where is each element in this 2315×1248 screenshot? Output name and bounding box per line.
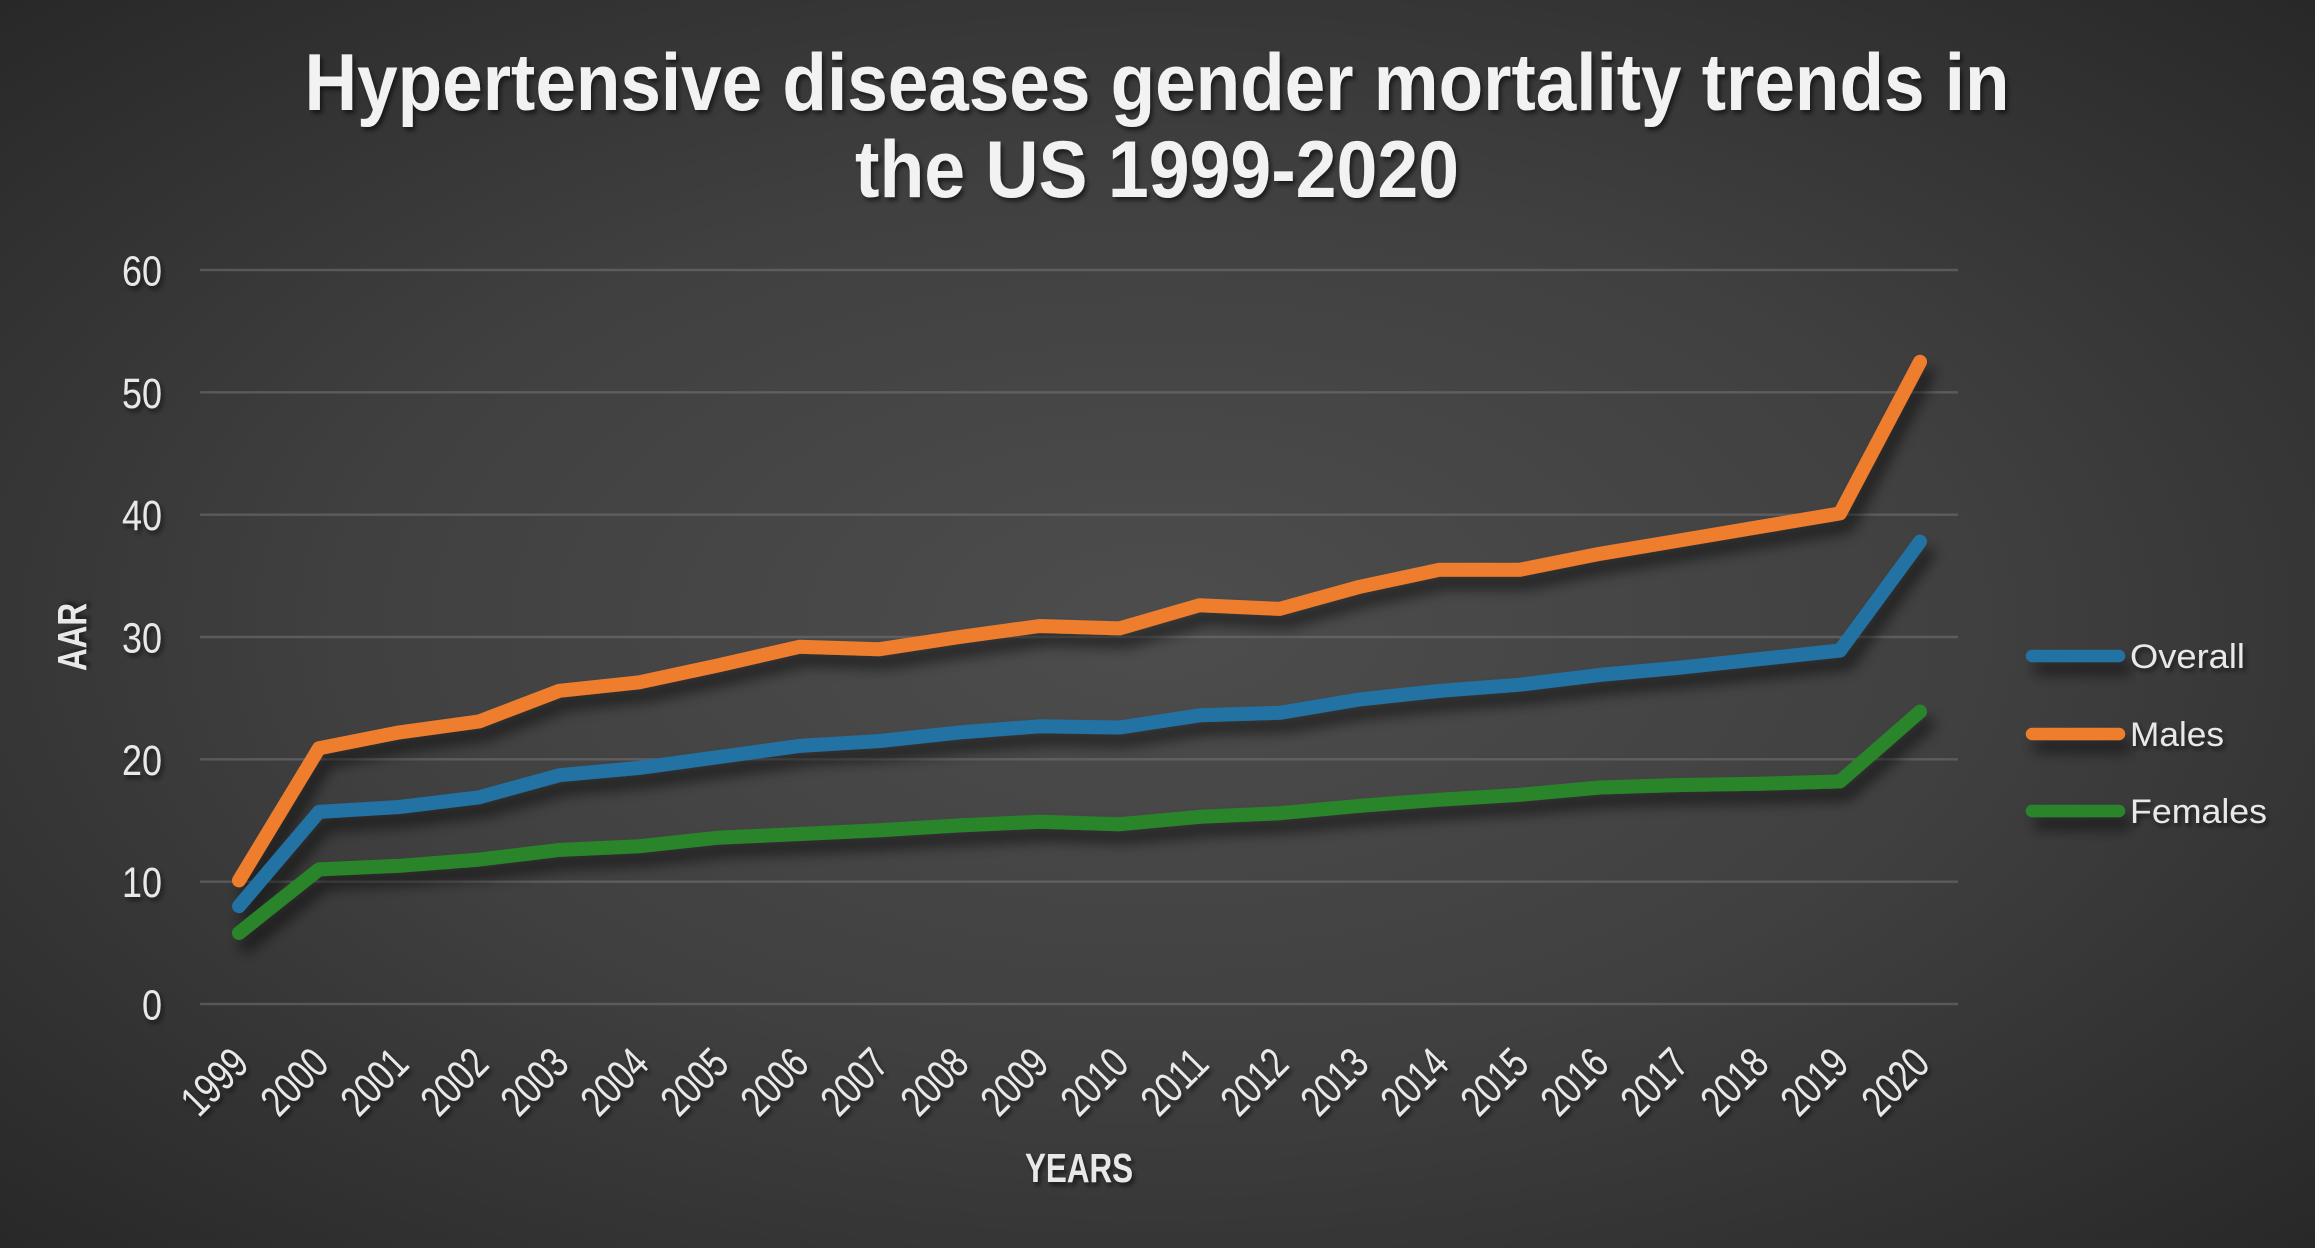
svg-text:Females: Females bbox=[2130, 793, 2267, 831]
svg-text:50: 50 bbox=[122, 370, 162, 418]
svg-text:20: 20 bbox=[122, 737, 162, 785]
svg-text:30: 30 bbox=[122, 615, 162, 663]
svg-text:the US 1999-2020: the US 1999-2020 bbox=[855, 125, 1459, 215]
svg-text:Overall: Overall bbox=[2130, 638, 2245, 676]
svg-text:AAR: AAR bbox=[49, 603, 95, 671]
svg-text:Males: Males bbox=[2130, 716, 2224, 754]
svg-text:40: 40 bbox=[122, 492, 162, 540]
svg-text:Hypertensive diseases gender m: Hypertensive diseases gender mortality t… bbox=[305, 38, 2010, 128]
svg-text:60: 60 bbox=[122, 248, 162, 296]
svg-text:0: 0 bbox=[142, 982, 162, 1030]
svg-text:10: 10 bbox=[122, 859, 162, 907]
svg-text:YEARS: YEARS bbox=[1025, 1145, 1133, 1191]
